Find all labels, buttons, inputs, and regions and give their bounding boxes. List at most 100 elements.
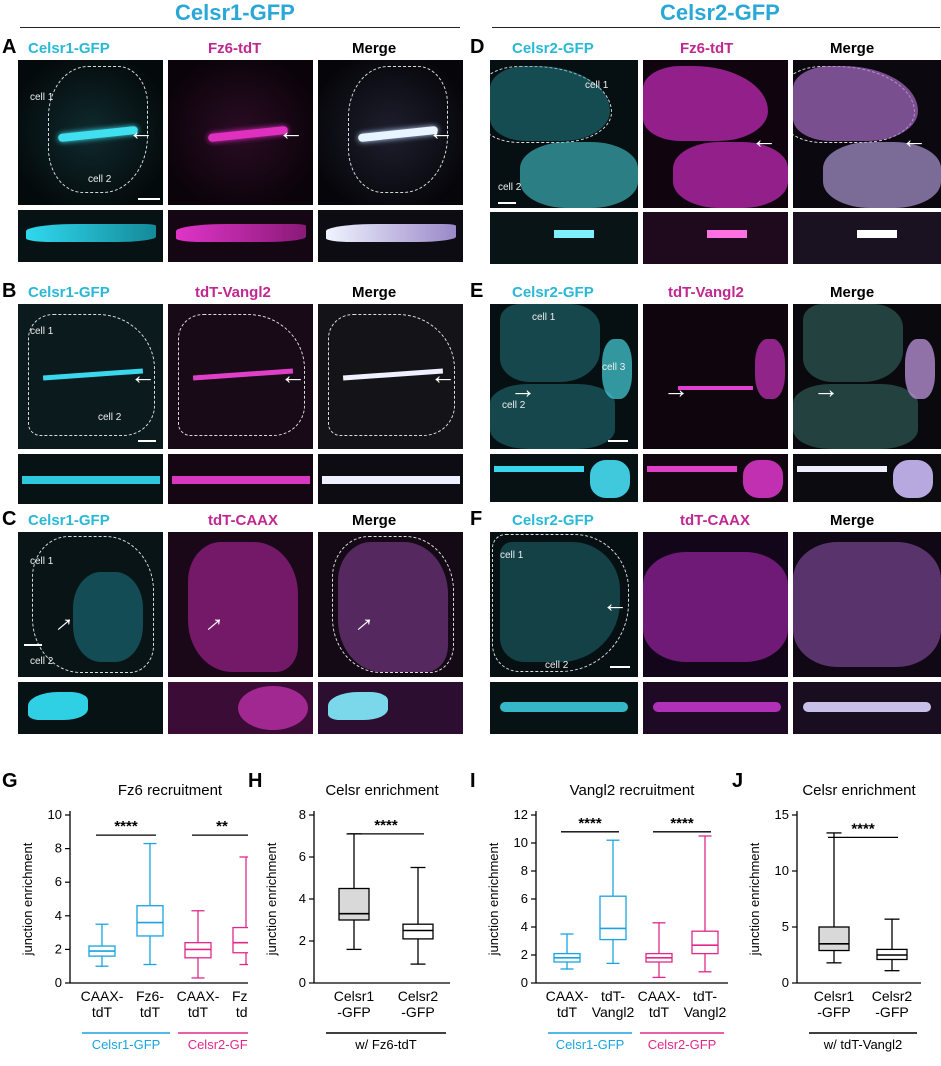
panel-B-image-1: cell 1 cell 2 ←: [18, 304, 163, 449]
category-label: -GFP: [817, 1004, 850, 1020]
box: [599, 895, 627, 941]
group-label: Celsr1-GFP: [556, 1037, 625, 1052]
panel-F-cell2-label: cell 2: [545, 660, 569, 671]
category-label: Celsr2: [872, 988, 913, 1004]
box: [402, 923, 434, 940]
category-label: CAAX-: [81, 988, 124, 1004]
panel-F-inset-3: [793, 682, 941, 734]
category-label: Vangl2: [592, 1004, 635, 1020]
chart-G: Fz6 recruitment junction enrichment 0 2 4 6 8 1…: [20, 782, 248, 1052]
y-tick-label: 4: [55, 908, 62, 923]
chart-J: Celsr enrichment junction enrichment 0 5 10 1…: [747, 782, 921, 1052]
panel-E-inset-3: [793, 454, 941, 502]
group-label: Celsr1-GFP: [92, 1037, 161, 1052]
category-label: Fz6-: [136, 988, 164, 1004]
chart-title: Vangl2 recruitment: [570, 782, 696, 799]
arrow-icon: ←: [901, 124, 927, 154]
category-label: CAAX-: [638, 988, 681, 1004]
panel-B-inset-3: [318, 454, 463, 504]
panel-C-cell1-label: cell 1: [30, 556, 54, 567]
y-tick-label: 5: [782, 919, 789, 934]
box: [338, 887, 370, 921]
panel-label-C: C: [2, 508, 17, 530]
arrow-icon: →: [663, 374, 689, 404]
panel-C-inset-3: [318, 682, 463, 734]
y-tick-label: 0: [521, 975, 528, 990]
panel-A-image-2: ←: [168, 60, 313, 205]
y-tick-label: 2: [299, 933, 306, 948]
y-tick-label: 6: [521, 891, 528, 906]
category-label: tdT: [188, 1004, 209, 1020]
y-axis-label: junction enrichment: [486, 842, 501, 956]
panel-D-image-3: ←: [793, 60, 941, 208]
significance-label: ****: [670, 815, 694, 832]
y-tick-label: 0: [55, 975, 62, 990]
panel-C-caption-3: Merge: [352, 512, 397, 529]
panel-C-inset-1: [18, 682, 163, 734]
category-label: -GFP: [875, 1004, 908, 1020]
panel-F-inset-2: [643, 682, 788, 734]
panel-A-cell1-label: cell 1: [30, 92, 54, 103]
panel-B-cell1-label: cell 1: [30, 326, 54, 337]
group-label: Celsr2-GFP: [188, 1037, 248, 1052]
arrow-icon: ←: [278, 116, 304, 146]
panel-F-inset-1: [490, 682, 638, 734]
arrow-icon: →: [813, 374, 839, 404]
y-tick-label: 10: [514, 835, 528, 850]
y-tick-label: 10: [48, 807, 62, 822]
panel-label-J: J: [732, 770, 744, 792]
category-label: Fz6-: [232, 988, 248, 1004]
category-label: -GFP: [337, 1004, 370, 1020]
category-label: Vangl2: [684, 1004, 727, 1020]
significance-label: ****: [578, 815, 602, 832]
panel-C-caption-1: Celsr1-GFP: [28, 512, 110, 529]
header-rule-right: [492, 27, 940, 28]
arrow-icon: ←: [428, 116, 454, 146]
panel-D-caption-3: Merge: [830, 40, 875, 57]
arrow-icon: →: [510, 374, 536, 404]
header-rule-left: [20, 27, 460, 28]
panel-B-caption-2: tdT-Vangl2: [195, 284, 271, 301]
panel-B-caption-1: Celsr1-GFP: [28, 284, 110, 301]
panel-D-inset-3: [793, 212, 941, 264]
panel-A-inset-2: [168, 210, 313, 262]
arrow-icon: ←: [130, 360, 156, 390]
panel-label-E: E: [470, 280, 484, 302]
panel-E-image-2: →: [643, 304, 788, 449]
y-tick-label: 8: [299, 807, 306, 822]
panel-A-inset-3: [318, 210, 463, 262]
category-label: tdT: [236, 1004, 248, 1020]
panel-label-H: H: [248, 770, 263, 792]
arrow-icon: ←: [128, 116, 154, 146]
panel-E-caption-2: tdT-Vangl2: [668, 284, 744, 301]
category-label: tdT-: [693, 988, 717, 1004]
panel-E-image-1: cell 1 cell 2 cell 3 →: [490, 304, 638, 449]
y-tick-label: 2: [55, 941, 62, 956]
significance-label: **: [216, 818, 228, 835]
header-celsr1: Celsr1-GFP: [175, 0, 295, 25]
box: [232, 926, 248, 954]
category-label: Celsr1: [814, 988, 855, 1004]
scale-bar: [138, 440, 156, 442]
scale-bar: [138, 198, 160, 200]
panel-A-caption-3: Merge: [352, 40, 397, 57]
box: [691, 930, 719, 955]
significance-label: ****: [851, 820, 875, 837]
scale-bar: [498, 202, 516, 204]
y-tick-label: 6: [299, 849, 306, 864]
panel-C-image-3: →: [318, 532, 463, 677]
panel-label-B: B: [2, 280, 17, 302]
panel-A-cell2-label: cell 2: [88, 174, 112, 185]
panel-label-A: A: [2, 36, 17, 58]
panel-A-image-1: cell 1 cell 2 ←: [18, 60, 163, 205]
group-label: w/ tdT-Vangl2: [823, 1037, 903, 1052]
y-tick-label: 8: [521, 863, 528, 878]
panel-D-cell1-label: cell 1: [585, 80, 609, 91]
y-tick-label: 10: [775, 863, 789, 878]
panel-C-image-2: →: [168, 532, 313, 677]
panel-C-image-1: cell 1 cell 2 →: [18, 532, 163, 677]
category-label: tdT: [92, 1004, 113, 1020]
chart-I: Vangl2 recruitment junction enrichment 0 2 4…: [486, 782, 728, 1052]
y-axis-label: junction enrichment: [264, 842, 279, 956]
box: [136, 905, 164, 937]
